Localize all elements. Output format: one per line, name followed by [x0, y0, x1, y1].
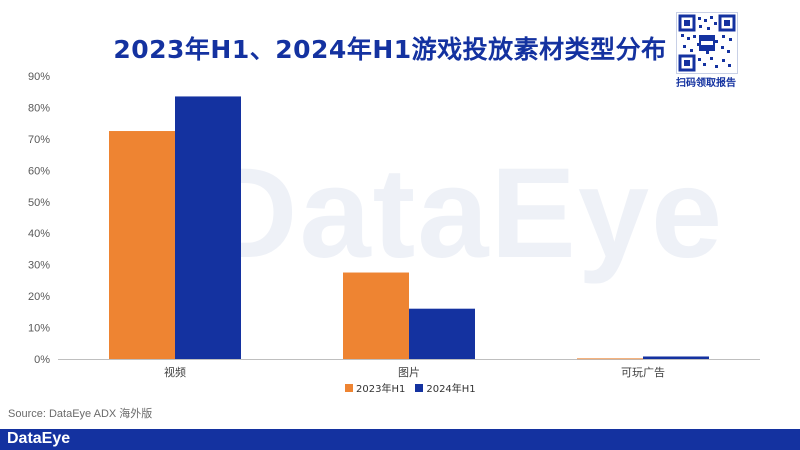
- qr-label: 扫码领取报告: [676, 78, 736, 89]
- y-tick-label: 20%: [28, 291, 50, 303]
- y-tick-label: 90%: [28, 71, 50, 83]
- qr-code[interactable]: [676, 12, 738, 74]
- qr-code-icon: [678, 14, 736, 72]
- bar-2024-2: [643, 356, 709, 359]
- bar-2023-1: [343, 272, 409, 359]
- legend-swatch-2024: [415, 383, 424, 392]
- y-tick-label: 50%: [28, 197, 50, 209]
- legend-item-2023: 2023年H1: [345, 380, 405, 395]
- brand-logo: DataEye: [7, 430, 71, 447]
- legend-label-2023: 2023年H1: [356, 384, 406, 395]
- legend-item-2024: 2024年H1: [415, 380, 476, 395]
- x-category-label: 图片: [398, 366, 420, 379]
- legend-label-2024: 2024年H1: [426, 384, 476, 395]
- y-tick-label: 60%: [28, 165, 50, 177]
- watermark: DataEye: [205, 142, 725, 285]
- y-tick-label: 10%: [28, 323, 50, 335]
- bar-2024-1: [409, 308, 475, 359]
- source-note: Source: DataEye ADX 海外版: [8, 408, 153, 420]
- x-category-label: 视频: [164, 365, 186, 379]
- bar-2023-0: [109, 131, 175, 359]
- legend: 2023年H1 2024年H1: [345, 380, 476, 395]
- y-tick-label: 40%: [28, 228, 50, 240]
- bar-2024-0: [175, 96, 241, 359]
- legend-swatch-2023: [345, 383, 353, 392]
- y-tick-label: 80%: [28, 102, 50, 114]
- bar-2023-2: [577, 358, 643, 360]
- x-category-label: 可玩广告: [621, 366, 665, 379]
- y-tick-label: 30%: [28, 260, 50, 272]
- bar-chart: 0% 10% 20% 30% 40% 50% 60% 70% 80% 90% 视频 图片 可玩广告: [28, 71, 760, 379]
- y-tick-label: 70%: [28, 134, 50, 146]
- y-tick-label: 0%: [34, 354, 50, 366]
- footer-bar: DataEye: [0, 429, 800, 450]
- chart-title: 2023年H1、2024年H1游戏投放素材类型分布: [113, 35, 667, 64]
